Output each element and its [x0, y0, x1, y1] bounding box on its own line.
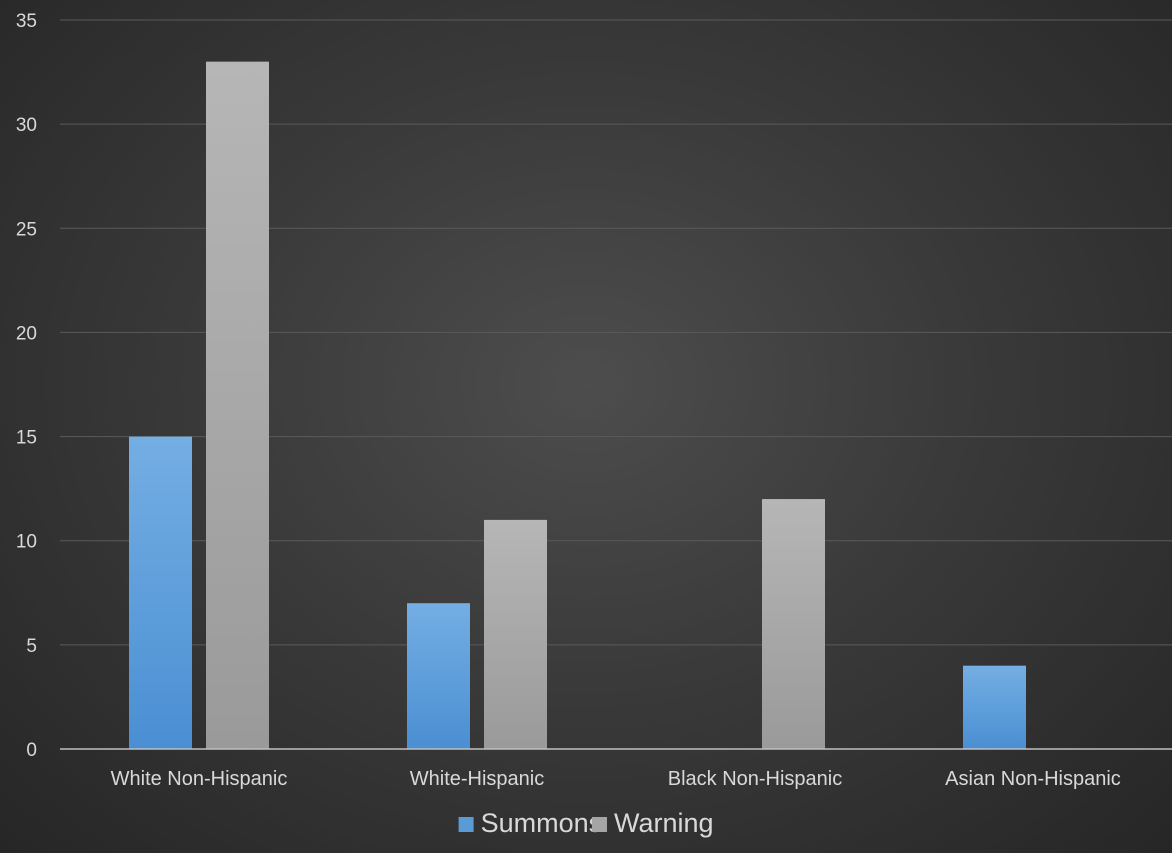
- bar-summons: [129, 436, 192, 749]
- bar-summons: [407, 603, 470, 749]
- y-tick-label: 15: [16, 428, 37, 449]
- legend-label-summons: Summons: [481, 808, 603, 838]
- y-tick-label: 0: [26, 740, 37, 761]
- y-tick-label: 30: [16, 115, 37, 136]
- y-tick-label: 20: [16, 323, 37, 344]
- x-category-label: White Non-Hispanic: [111, 768, 288, 790]
- bars: [129, 61, 1026, 749]
- bar-warning: [206, 61, 269, 749]
- legend-swatch-warning: [592, 817, 607, 832]
- y-tick-label: 35: [16, 11, 37, 32]
- y-tick-label: 25: [16, 219, 37, 240]
- bar-summons: [963, 665, 1026, 749]
- legend-label-warning: Warning: [614, 808, 714, 838]
- x-axis-categories: White Non-Hispanic White-Hispanic Black No…: [111, 768, 1121, 790]
- bar-warning: [762, 499, 825, 749]
- y-tick-label: 5: [26, 636, 37, 657]
- x-category-label: Black Non-Hispanic: [668, 768, 843, 790]
- y-tick-label: 10: [16, 532, 37, 553]
- y-axis-ticks: 0 5 10 15 20 25 30 35: [16, 11, 37, 761]
- x-category-label: White-Hispanic: [410, 768, 544, 790]
- bar-warning: [484, 519, 547, 749]
- legend-swatch-summons: [458, 817, 474, 832]
- legend: Summons Warning: [458, 808, 714, 838]
- x-category-label: Asian Non-Hispanic: [945, 768, 1121, 790]
